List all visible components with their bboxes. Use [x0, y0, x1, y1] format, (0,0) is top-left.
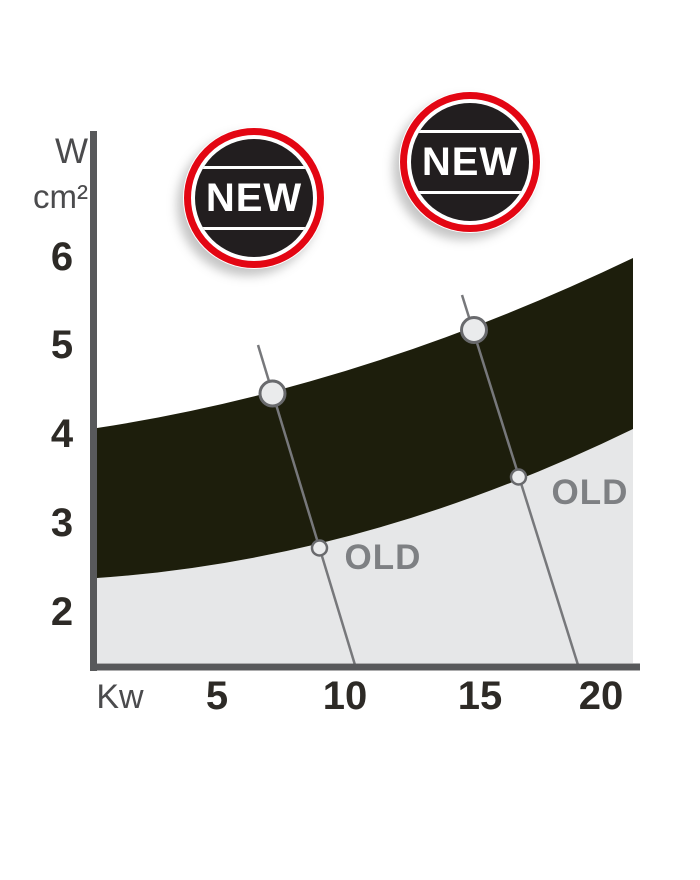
new-badge-left-text: NEW [205, 176, 303, 220]
new-badge-left-inner: NEW [195, 139, 313, 257]
badge-line-icon [195, 166, 313, 169]
marker-new-right [460, 316, 488, 344]
x-axis-line [90, 663, 640, 671]
x-tick-15: 15 [457, 674, 503, 718]
x-tick-5: 5 [205, 674, 229, 718]
y-tick-4: 4 [50, 412, 74, 456]
new-badge-left-ring: NEW [184, 128, 324, 268]
badge-line-icon [195, 227, 313, 230]
badge-line-icon [411, 130, 529, 133]
new-badge-right-inner: NEW [411, 103, 529, 221]
old-series-label-left: OLD [344, 538, 422, 577]
x-tick-20: 20 [578, 674, 624, 718]
marker-old-left [310, 539, 329, 557]
y-tick-5: 5 [50, 323, 74, 367]
y-tick-2: 2 [50, 590, 74, 634]
new-badge-right-text: NEW [421, 140, 519, 184]
old-series-label-right: OLD [551, 473, 629, 512]
y-tick-3: 3 [50, 501, 74, 545]
new-band-area [97, 258, 633, 578]
new-badge-right-ring: NEW [400, 92, 540, 232]
marker-new-left [258, 379, 287, 408]
old-band-area [97, 429, 633, 663]
new-badge-right: NEW [399, 91, 541, 233]
marker-old-right [509, 468, 528, 486]
y-axis-unit-denominator: cm² [33, 178, 88, 215]
y-axis-line [90, 131, 97, 671]
badge-line-icon [411, 191, 529, 194]
y-tick-6: 6 [50, 235, 74, 279]
new-badge-left: NEW [183, 127, 325, 269]
y-axis-unit-numerator: W [54, 132, 88, 171]
x-tick-10: 10 [322, 674, 368, 718]
x-axis-unit: Kw [96, 678, 144, 716]
